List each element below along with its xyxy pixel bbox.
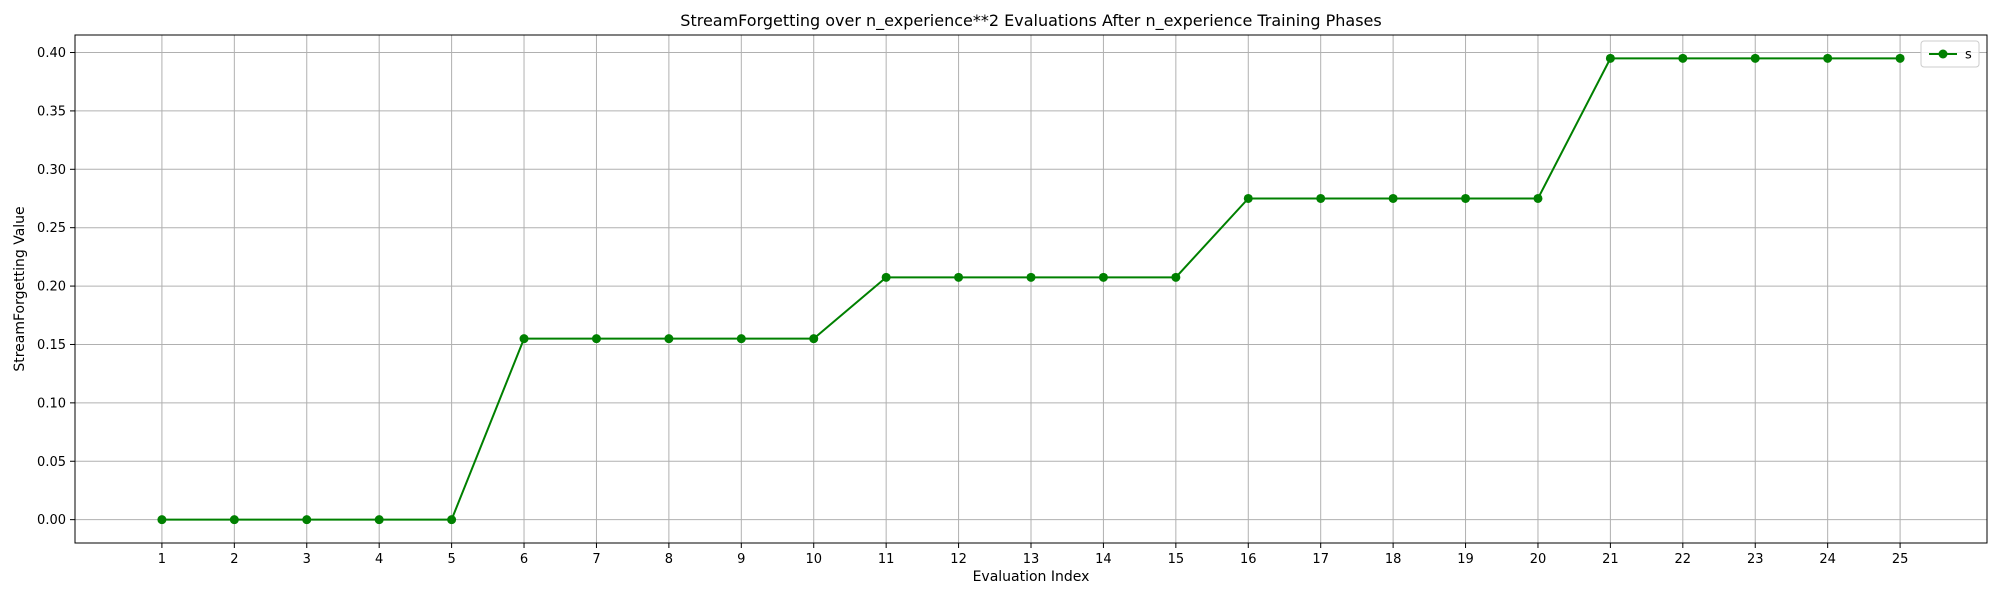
data-point bbox=[664, 334, 674, 344]
legend-label: s bbox=[1965, 48, 1972, 63]
y-tick-label: 0.00 bbox=[37, 513, 66, 528]
x-tick-label: 8 bbox=[665, 552, 673, 567]
x-tick-label: 7 bbox=[592, 552, 600, 567]
data-point bbox=[1605, 53, 1615, 63]
y-tick-label: 0.15 bbox=[37, 338, 66, 353]
data-point bbox=[1461, 193, 1471, 203]
data-point bbox=[229, 515, 239, 525]
data-point bbox=[302, 515, 312, 525]
y-tick-label: 0.20 bbox=[37, 280, 66, 295]
x-tick-label: 5 bbox=[447, 552, 455, 567]
y-axis-label: StreamForgetting Value bbox=[12, 206, 28, 371]
x-tick-label: 16 bbox=[1240, 552, 1257, 567]
x-tick-label: 24 bbox=[1819, 552, 1836, 567]
data-point bbox=[954, 272, 964, 282]
grid bbox=[75, 35, 1987, 543]
data-point bbox=[1171, 272, 1181, 282]
data-point bbox=[1533, 193, 1543, 203]
series-layer bbox=[157, 53, 1905, 525]
x-tick-label: 25 bbox=[1892, 552, 1909, 567]
x-tick-label: 22 bbox=[1675, 552, 1692, 567]
x-tick-label: 15 bbox=[1168, 552, 1185, 567]
data-point bbox=[881, 272, 891, 282]
x-tick-label: 4 bbox=[375, 552, 383, 567]
x-tick-label: 13 bbox=[1023, 552, 1040, 567]
x-tick-label: 10 bbox=[805, 552, 822, 567]
y-axis: 0.00 0.05 0.10 0.15 0.20 0.25 0.30 0.35 0.40 bbox=[37, 46, 75, 528]
data-point bbox=[1895, 53, 1905, 63]
x-tick-label: 21 bbox=[1602, 552, 1619, 567]
y-tick-label: 0.35 bbox=[37, 104, 66, 119]
x-tick-label: 17 bbox=[1312, 552, 1329, 567]
x-tick-label: 1 bbox=[158, 552, 166, 567]
y-tick-label: 0.25 bbox=[37, 221, 66, 236]
x-axis-label: Evaluation Index bbox=[973, 569, 1090, 585]
x-tick-label: 20 bbox=[1530, 552, 1547, 567]
x-tick-label: 23 bbox=[1747, 552, 1764, 567]
x-axis: 1 2 3 4 5 6 7 8 9 10 11 12 13 14 15 16 17 18 19 20 21 22 23 24 2… bbox=[158, 543, 1909, 567]
data-point bbox=[519, 334, 529, 344]
y-tick-label: 0.05 bbox=[37, 455, 66, 470]
data-point bbox=[1823, 53, 1833, 63]
y-tick-label: 0.10 bbox=[37, 396, 66, 411]
x-tick-label: 14 bbox=[1095, 552, 1112, 567]
data-point bbox=[1316, 193, 1326, 203]
x-tick-label: 3 bbox=[303, 552, 311, 567]
x-tick-label: 2 bbox=[230, 552, 238, 567]
data-point bbox=[1026, 272, 1036, 282]
x-tick-label: 9 bbox=[737, 552, 745, 567]
data-point bbox=[736, 334, 746, 344]
data-point bbox=[1678, 53, 1688, 63]
legend: s bbox=[1920, 40, 1980, 68]
data-point bbox=[591, 334, 601, 344]
data-point bbox=[1388, 193, 1398, 203]
x-tick-label: 19 bbox=[1457, 552, 1474, 567]
legend-marker bbox=[1938, 49, 1948, 59]
x-tick-label: 11 bbox=[878, 552, 895, 567]
y-tick-label: 0.30 bbox=[37, 163, 66, 178]
data-point bbox=[1750, 53, 1760, 63]
x-tick-label: 6 bbox=[520, 552, 528, 567]
data-point bbox=[157, 515, 167, 525]
chart-title: StreamForgetting over n_experience**2 Ev… bbox=[680, 11, 1381, 31]
x-tick-label: 12 bbox=[950, 552, 967, 567]
data-point bbox=[1243, 193, 1253, 203]
y-tick-label: 0.40 bbox=[37, 46, 66, 61]
data-point bbox=[809, 334, 819, 344]
data-point bbox=[374, 515, 384, 525]
data-point bbox=[1098, 272, 1108, 282]
x-tick-label: 18 bbox=[1385, 552, 1402, 567]
data-point bbox=[447, 515, 457, 525]
